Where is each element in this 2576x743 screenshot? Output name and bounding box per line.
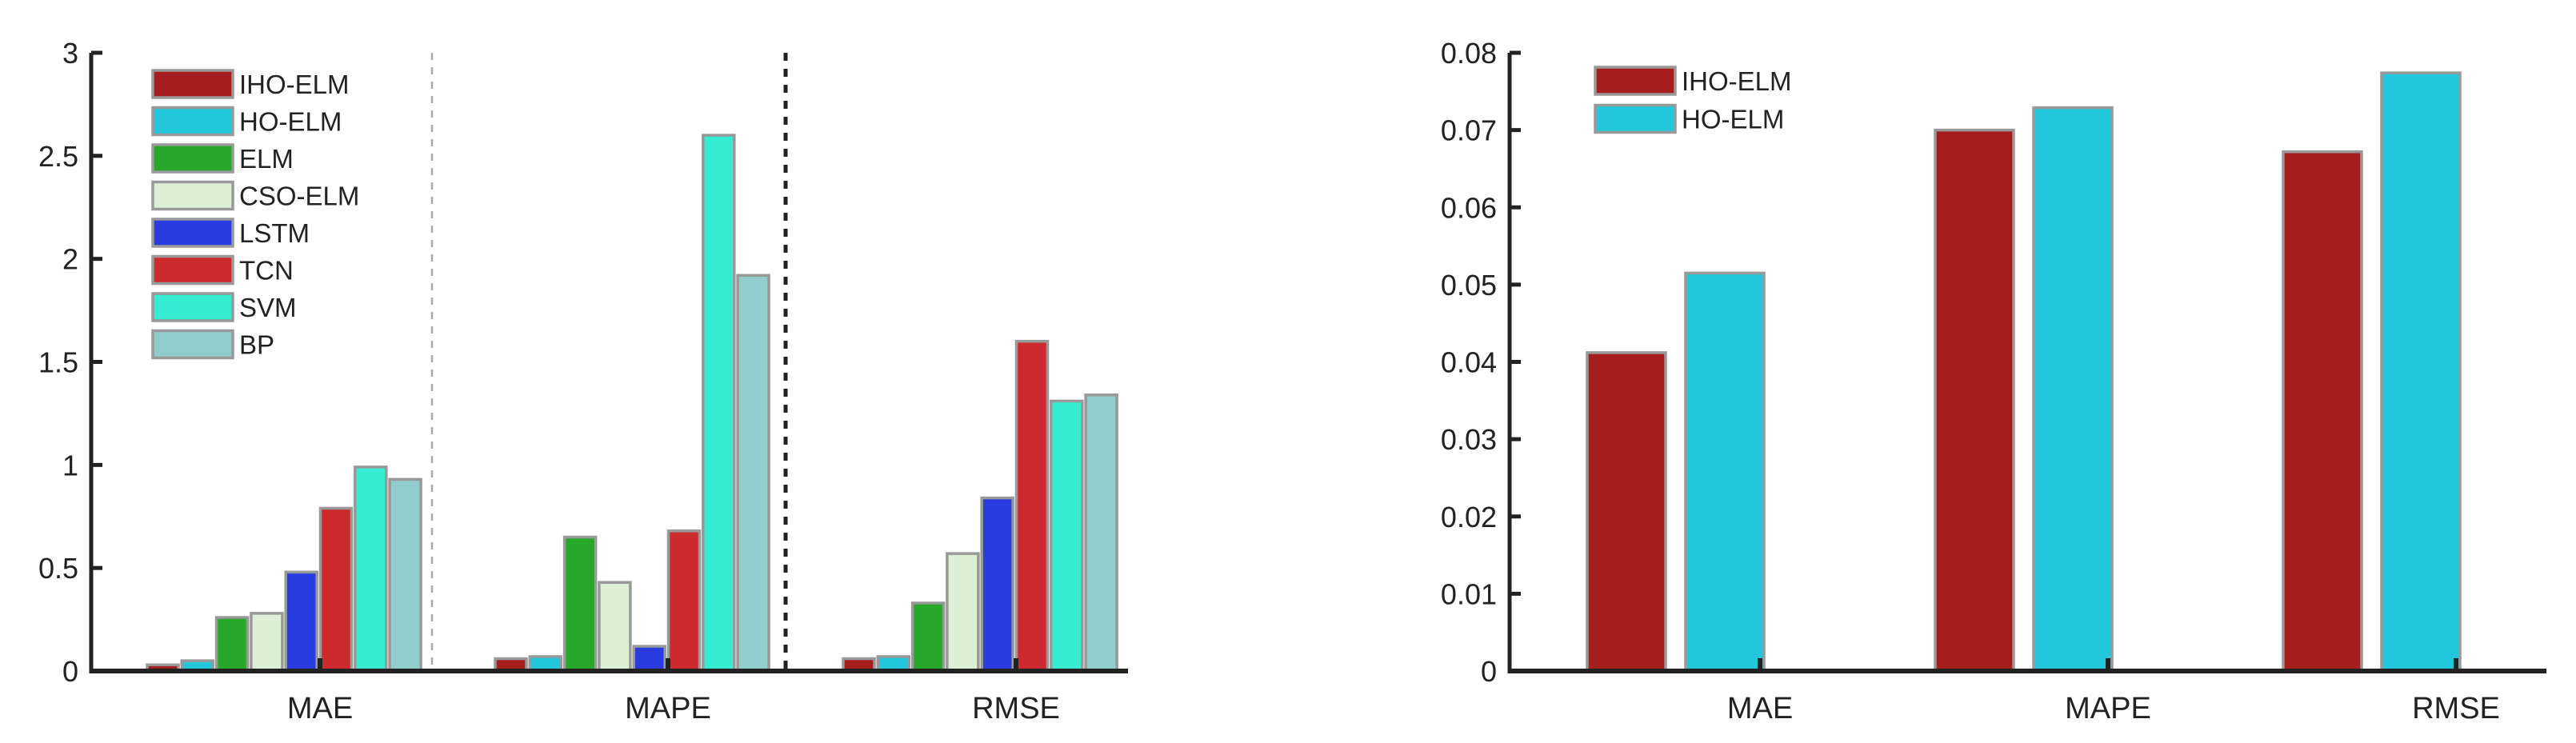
legend-swatch (151, 254, 234, 286)
legend-swatch (151, 218, 234, 248)
y-tick-label: 0 (62, 655, 78, 688)
legend-label: TCN (239, 256, 294, 286)
legend-swatch (151, 329, 234, 360)
bar-tcn (318, 506, 354, 673)
left-bar-chart: 0 0.5 1 1.5 2 2.5 3 MAE MAPE RMSE IHO-ELM HO-ELM ELM… (38, 37, 1128, 725)
legend-swatch (151, 106, 234, 137)
x-category-label: MAPE (2065, 692, 2151, 725)
bar-tcn (1014, 339, 1050, 673)
bar-ho-elm (2032, 106, 2114, 673)
y-tick-label: 1 (62, 449, 78, 481)
y-tick-label: 3 (62, 37, 78, 70)
y-tick-label: 0 (1481, 655, 1497, 688)
bar-iho-elm (1586, 351, 1667, 673)
y-tick-label: 0.06 (1441, 191, 1497, 224)
y-tick-label: 0.5 (38, 552, 78, 585)
legend-swatch (151, 180, 234, 211)
bar-iho-elm (2282, 150, 2363, 673)
bar-svm (702, 134, 736, 673)
y-tick-label: 1.5 (38, 346, 78, 379)
x-category-label: RMSE (2412, 692, 2500, 725)
legend-label: HO-ELM (1682, 105, 1784, 134)
y-tick-label: 0.08 (1441, 37, 1497, 70)
y-tick-label: 2.5 (38, 140, 78, 173)
bar-svm (1050, 399, 1084, 673)
legend-swatch (151, 143, 234, 174)
bar-elm (214, 616, 250, 673)
bar-lstm (632, 645, 666, 673)
y-tick-label: 0.07 (1441, 114, 1497, 147)
legend-swatch (1594, 66, 1677, 96)
bar-bp (388, 477, 422, 673)
legend-swatch (151, 292, 234, 322)
y-tick-label: 0.05 (1441, 269, 1497, 302)
legend-label: BP (239, 330, 274, 360)
legend-swatch (1594, 103, 1677, 134)
bar-elm (562, 535, 598, 673)
y-tick-label: 0.04 (1441, 346, 1497, 379)
legend-label: ELM (239, 144, 294, 174)
x-category-label: MAE (287, 692, 353, 725)
legend-label: CSO-ELM (239, 182, 359, 211)
bar-svm (354, 465, 388, 673)
bar-cso-elm (946, 552, 980, 673)
y-tick-label: 0.02 (1441, 501, 1497, 533)
x-category-label: RMSE (972, 692, 1060, 725)
bar-cso-elm (598, 581, 632, 673)
bar-ho-elm (1684, 271, 1766, 673)
bar-cso-elm (250, 612, 284, 673)
legend-label: LSTM (239, 218, 310, 248)
legend-swatch (151, 69, 234, 99)
bar-lstm (284, 570, 318, 673)
x-category-label: MAPE (625, 692, 711, 725)
bar-ho-elm (2380, 71, 2462, 673)
bar-iho-elm (1934, 128, 2015, 673)
bar-elm (910, 601, 946, 673)
y-tick-label: 2 (62, 243, 78, 276)
legend-label: IHO-ELM (239, 70, 350, 99)
bar-bp (736, 274, 770, 673)
bar-tcn (666, 529, 702, 673)
x-category-label: MAE (1727, 692, 1793, 725)
y-tick-label: 0.03 (1441, 423, 1497, 456)
y-tick-label: 0.01 (1441, 577, 1497, 610)
legend-label: HO-ELM (239, 107, 342, 137)
bar-lstm (980, 496, 1014, 673)
legend-label: IHO-ELM (1682, 66, 1792, 96)
legend-label: SVM (239, 293, 297, 322)
right-bar-chart: 0 0.01 0.02 0.03 0.04 0.05 0.06 0.07 0.08 MAE MAPE… (1441, 37, 2546, 725)
bar-bp (1084, 393, 1118, 673)
